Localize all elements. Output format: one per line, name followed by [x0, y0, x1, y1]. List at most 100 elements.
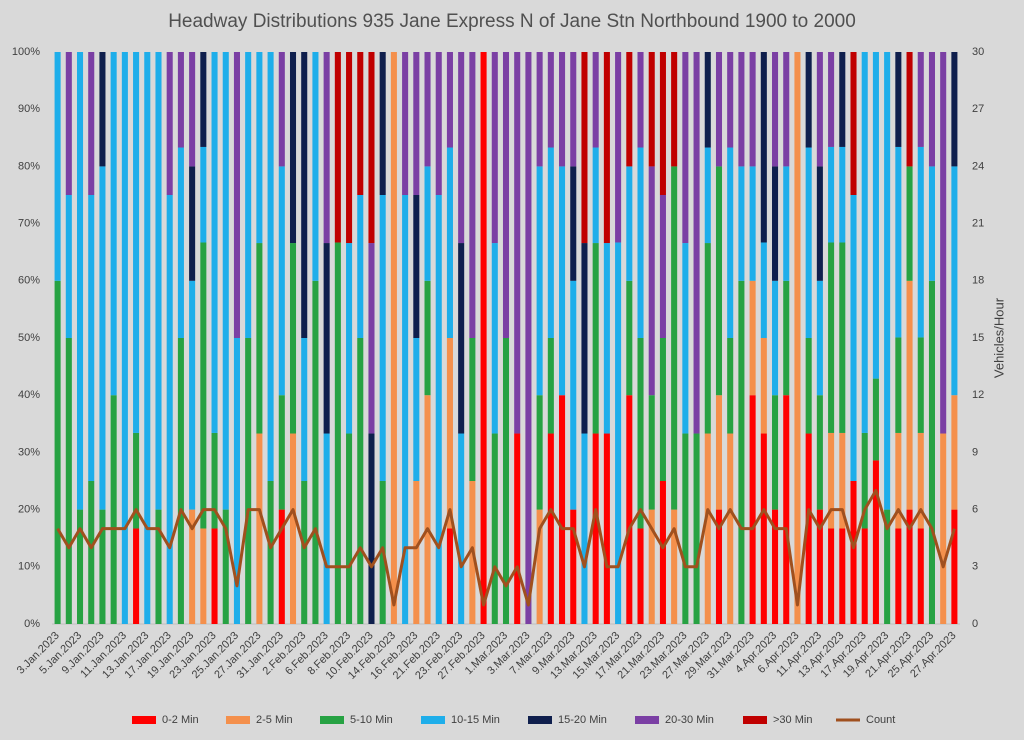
bar-segment — [749, 280, 756, 396]
bar-segment — [861, 528, 868, 624]
bar-segment — [570, 166, 577, 281]
legend-label: 15-20 Min — [558, 714, 607, 726]
bar-segment — [581, 243, 588, 434]
bar-segment — [200, 242, 207, 529]
bar-segment — [547, 147, 554, 338]
bar-segment — [469, 338, 476, 481]
bar-segment — [671, 166, 678, 510]
bar-segment — [805, 433, 812, 624]
y2-tick-label: 24 — [972, 160, 984, 172]
bar-segment — [592, 433, 599, 624]
bar-segment — [491, 52, 498, 244]
bar-segment — [659, 195, 666, 338]
bar-segment — [323, 243, 330, 434]
bar-segment — [895, 432, 902, 529]
bar-segment — [559, 52, 566, 167]
bar-segment — [570, 509, 577, 624]
bar-segment — [547, 433, 554, 624]
bar-segment — [906, 509, 913, 624]
y2-tick-label: 0 — [972, 618, 978, 630]
bar-segment — [760, 433, 767, 624]
bar-segment — [368, 52, 375, 244]
bar-segment — [245, 338, 252, 624]
bar-segment — [547, 52, 554, 148]
y2-tick-label: 12 — [972, 389, 984, 401]
bar-segment — [592, 147, 599, 244]
bar-segment — [928, 52, 936, 167]
y-tick-label: 70% — [18, 218, 40, 230]
bar-segment — [951, 52, 958, 167]
bar-segment — [514, 433, 521, 624]
bar-segment — [301, 338, 308, 481]
bar-segment — [906, 280, 913, 510]
bar-segment — [189, 509, 196, 624]
bar-segment — [850, 52, 857, 195]
bar-segment — [446, 528, 453, 624]
bar-segment — [155, 509, 162, 624]
legend-label: 0-2 Min — [162, 714, 199, 726]
bar-segment — [592, 52, 599, 148]
bar-segment — [738, 166, 745, 281]
bar-segment — [648, 395, 655, 510]
bar-segment — [435, 195, 442, 624]
bar-segment — [536, 166, 543, 396]
y-tick-label: 50% — [18, 332, 40, 344]
bar-segment — [256, 243, 263, 434]
bar-segment — [312, 52, 319, 281]
bar-segment — [323, 52, 330, 244]
bar-segment — [917, 528, 924, 624]
bar-segment — [402, 52, 409, 195]
bar-segment — [940, 433, 947, 624]
bar-segment — [603, 243, 610, 434]
bar-segment — [446, 338, 453, 529]
bar-segment — [65, 338, 72, 624]
bar-segment — [446, 52, 453, 148]
bar-segment — [760, 242, 767, 338]
bar-segment — [648, 166, 655, 396]
bar-segment — [671, 52, 678, 167]
bar-segment — [715, 52, 723, 167]
bar-segment — [121, 52, 128, 624]
bar-segment — [222, 509, 229, 624]
bar-segment — [772, 52, 779, 167]
bar-segment — [502, 52, 510, 338]
bar-segment — [704, 52, 711, 148]
bar-segment — [99, 166, 106, 510]
bar-segment — [805, 52, 812, 148]
bar-segment — [928, 166, 936, 281]
bar-segment — [805, 147, 812, 338]
bar-segment — [727, 338, 734, 434]
bar-segment — [704, 147, 711, 244]
bar-segment — [570, 280, 577, 510]
bar-segment — [626, 52, 633, 167]
bar-segment — [189, 280, 196, 510]
bar-segment — [211, 52, 218, 433]
bar-segment — [783, 166, 790, 281]
bar-segment — [805, 338, 812, 434]
bar-segment — [177, 338, 184, 624]
bar-segment — [603, 52, 610, 244]
bar-segment — [839, 52, 846, 147]
bar-segment — [715, 509, 723, 624]
bar-segment — [637, 528, 644, 624]
bar-segment — [88, 195, 95, 481]
legend-swatch — [226, 716, 250, 724]
bar-segment — [233, 338, 240, 624]
bar-segment — [267, 481, 274, 624]
y-tick-label: 90% — [18, 103, 40, 115]
bar-segment — [626, 395, 633, 624]
bar-segment — [547, 338, 554, 434]
bar-segment — [783, 280, 790, 396]
bar-segment — [581, 52, 588, 244]
bar-segment — [895, 52, 902, 147]
bar-segment — [514, 52, 521, 434]
bar-segment — [133, 432, 140, 529]
bar-segment — [816, 395, 823, 510]
bar-segment — [424, 52, 431, 167]
bar-segment — [267, 52, 274, 481]
bar-segment — [626, 166, 633, 281]
y-tick-label: 60% — [18, 275, 40, 287]
bar-segment — [222, 52, 229, 510]
bar-segment — [88, 481, 95, 624]
bar-segment — [772, 166, 779, 281]
